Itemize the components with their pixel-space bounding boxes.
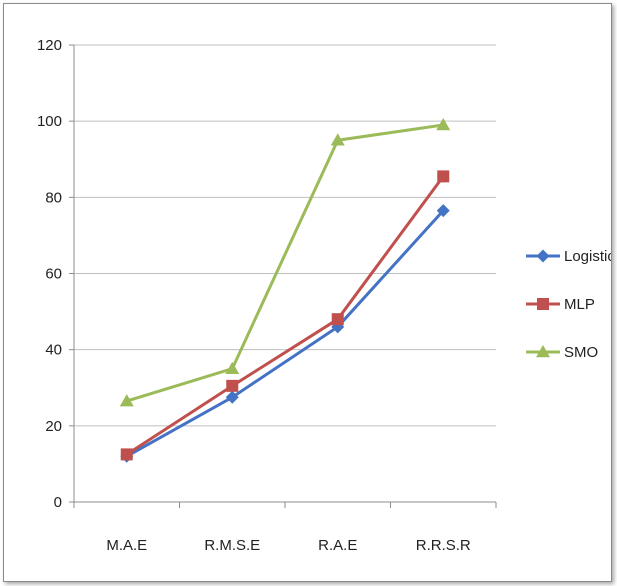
series-logistic <box>120 204 450 463</box>
axes: 0 20 40 60 80 100 120 M.A.E R.M.S.E R.A.E R.R.S.R <box>37 37 497 554</box>
data-point <box>119 394 134 407</box>
chart-frame: 0 20 40 60 80 100 120 M.A.E R.M.S.E R.A.E R.R.S.R … <box>3 3 615 582</box>
legend-label: MLP <box>564 296 595 313</box>
y-tick-label: 40 <box>45 342 62 359</box>
series-lines <box>119 117 451 463</box>
legend-item-mlp: MLP <box>526 296 595 313</box>
series-line <box>126 209 445 458</box>
x-category-label: R.A.E <box>318 537 357 554</box>
x-category-label: M.A.E <box>106 537 147 554</box>
data-point <box>331 313 344 326</box>
legend-marker <box>536 249 550 263</box>
y-tick-label: 80 <box>45 189 62 206</box>
series-mlp <box>120 170 450 461</box>
y-tick-label: 120 <box>37 37 62 54</box>
x-category-label: R.M.S.E <box>204 537 260 554</box>
series-line <box>125 175 445 456</box>
series-line <box>126 123 444 403</box>
y-tick-label: 100 <box>37 113 62 130</box>
legend-marker <box>536 345 550 358</box>
y-tick-label: 0 <box>54 494 62 511</box>
data-point <box>437 170 450 183</box>
series-smo <box>119 117 451 407</box>
gridlines <box>74 44 496 427</box>
data-point <box>436 117 451 131</box>
legend-marker <box>537 298 549 310</box>
legend: Logistic MLP SMO <box>526 248 615 361</box>
legend-item-smo: SMO <box>526 344 598 361</box>
data-point <box>226 379 239 392</box>
data-point <box>225 390 239 404</box>
x-category-label: R.R.S.R <box>416 537 471 554</box>
legend-item-logistic: Logistic <box>526 248 615 265</box>
data-point <box>436 204 450 218</box>
legend-label: SMO <box>564 344 598 361</box>
y-tick-label: 20 <box>45 418 62 435</box>
legend-label: Logistic <box>564 248 611 265</box>
data-point <box>330 133 345 146</box>
data-point <box>225 361 240 374</box>
y-tick-label: 60 <box>45 266 62 283</box>
data-point <box>120 448 133 461</box>
